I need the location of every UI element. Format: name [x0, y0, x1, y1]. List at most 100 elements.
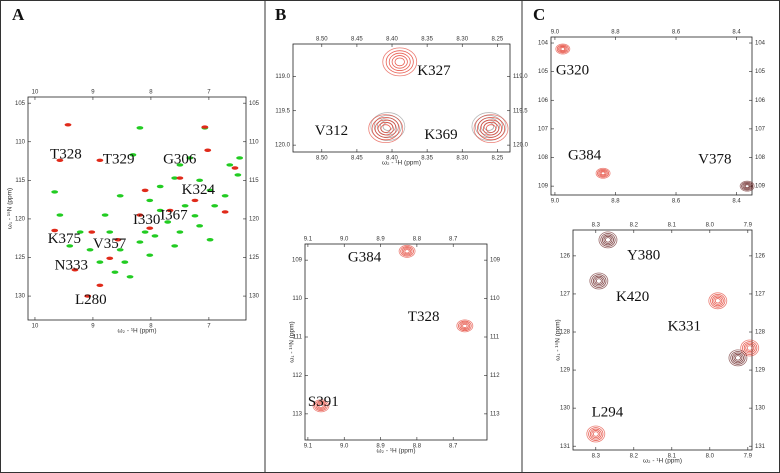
x-tick-label: 8.40 [386, 156, 398, 162]
peak [191, 198, 199, 203]
peak [126, 275, 134, 279]
x-axis-label: ω₂ - ¹H (ppm) [376, 448, 415, 455]
peak-contour [391, 55, 408, 69]
peak-contour [600, 171, 606, 176]
peak [740, 339, 760, 357]
y-tick-label: 108 [755, 155, 766, 161]
x-tick-label: 8.2 [630, 454, 639, 460]
peak [96, 283, 104, 287]
y-axis-label: ω₁ - ¹⁵N (ppm) [289, 321, 296, 362]
y-tick-label: 119.0 [513, 74, 528, 80]
peak-label: K331 [668, 318, 701, 334]
peak [156, 184, 164, 189]
y-tick-label: 109 [292, 258, 303, 264]
peak [196, 224, 204, 228]
peak-label: V378 [698, 152, 731, 168]
y-tick-label: 105 [755, 69, 766, 75]
peak-label: L280 [75, 292, 107, 308]
x-tick-label: 8.4 [732, 199, 741, 205]
peak [136, 213, 144, 217]
peak [234, 173, 242, 177]
peak-label: I330 [133, 212, 161, 228]
peak-contour [711, 295, 724, 307]
peak-contour [745, 343, 755, 352]
peak [56, 158, 64, 162]
peak [236, 156, 244, 160]
peak-contour [743, 342, 756, 354]
peak-contour [589, 428, 602, 440]
peak [84, 294, 92, 298]
peak [51, 228, 59, 233]
x-tick-label: 9.0 [551, 199, 560, 205]
y-tick-label: 106 [538, 98, 549, 104]
peak-label: V357 [93, 236, 127, 252]
x-tick-label: 8.0 [706, 454, 715, 460]
peak-label: K369 [424, 127, 457, 143]
peak [206, 188, 214, 193]
x-tick-label: 8.2 [630, 223, 639, 229]
peak-contour [605, 237, 611, 243]
x-tick-label: 8.8 [611, 199, 620, 205]
peak-contour [560, 47, 566, 51]
plot-frame [27, 96, 247, 321]
y-tick-label: 105 [15, 101, 26, 107]
peak [64, 123, 72, 127]
y-tick-label: 106 [755, 98, 766, 104]
y-tick-label: 130 [249, 294, 260, 300]
peak-contour [592, 431, 599, 437]
peak [136, 126, 144, 130]
x-tick-label: 8.25 [492, 37, 504, 43]
peak [106, 256, 114, 260]
peak [116, 194, 124, 198]
y-tick-label: 112 [490, 373, 500, 379]
panel-label: B [275, 5, 286, 24]
peak [471, 112, 507, 141]
plot-frame [572, 229, 753, 451]
plot-frame [304, 243, 488, 441]
peak-contour [743, 183, 751, 189]
y-tick-label: 107 [755, 126, 766, 132]
peak-label: V312 [315, 123, 348, 139]
peak-contour [591, 430, 601, 439]
peak [312, 399, 330, 413]
peak [146, 253, 154, 257]
peak [151, 234, 159, 238]
y-tick-label: 109 [755, 184, 766, 190]
peak [51, 190, 59, 194]
y-tick-label: 126 [560, 253, 571, 259]
peak-contour [482, 121, 500, 136]
y-tick-label: 128 [755, 330, 766, 336]
y-tick-label: 129 [560, 368, 571, 374]
peak-contour [462, 323, 468, 328]
x-tick-label: 8.3 [592, 454, 601, 460]
peak-label: G320 [556, 62, 589, 78]
peak-contour [400, 246, 414, 257]
y-tick-label: 131 [755, 444, 766, 450]
x-tick-label: 7.9 [744, 454, 753, 460]
y-tick-label: 125 [249, 255, 260, 261]
y-tick-label: 108 [538, 155, 549, 161]
peak-contour [373, 114, 402, 139]
peak-contour [459, 321, 471, 330]
peak-contour [458, 320, 472, 332]
peak [211, 204, 219, 208]
peak [141, 188, 149, 193]
peak [56, 213, 64, 217]
y-tick-label: 115 [249, 178, 259, 184]
peak-contour [388, 52, 411, 71]
peak-contour [404, 249, 410, 254]
peak-contour [318, 403, 324, 408]
x-tick-label: 8.8 [413, 237, 422, 243]
y-tick-label: 119.5 [275, 108, 290, 114]
peak-contour [598, 169, 608, 177]
peak [595, 167, 611, 179]
peak-label: G384 [348, 250, 382, 266]
peak [171, 176, 179, 180]
peak-contour [742, 341, 758, 355]
y-tick-label: 120.0 [275, 143, 291, 149]
peak [221, 210, 229, 214]
peak-contour [477, 117, 506, 141]
peak-label: K375 [48, 231, 81, 247]
y-tick-label: 110 [15, 139, 25, 145]
peak-contour [401, 247, 413, 256]
